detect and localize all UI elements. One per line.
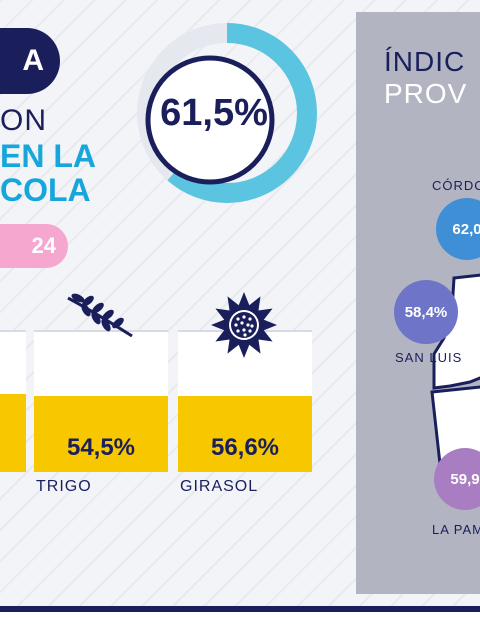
headline-line-2: EN LA xyxy=(0,138,96,174)
header-pill-text: A xyxy=(22,44,44,77)
crop-value-girasol: 56,6% xyxy=(210,434,280,461)
footer-bar xyxy=(0,606,480,613)
province-label-la-pampa: LA PAM xyxy=(432,522,480,537)
year-pill: 24 xyxy=(0,224,68,268)
year-pill-text: 24 xyxy=(31,233,56,258)
province-bubble-san-luis: 58,4% xyxy=(394,280,458,344)
crop-fill-1 xyxy=(0,394,26,472)
province-value-la-pampa: 59,9 xyxy=(450,470,480,488)
donut-chart xyxy=(137,23,317,203)
donut-arc xyxy=(137,23,317,203)
provinces-map xyxy=(430,273,480,474)
province-label-cordoba: CÓRDO xyxy=(432,178,480,193)
province-bubble-cordoba: 62,0 xyxy=(436,198,480,260)
crop-label-trigo: TRIGO xyxy=(36,478,92,495)
crop-card-trigo: 54,5% xyxy=(34,330,168,472)
headline-line-1: ON xyxy=(0,104,47,137)
crop-label-girasol: GIRASOL xyxy=(180,478,259,495)
footer xyxy=(0,612,480,640)
province-bubble-la-pampa: 59,9 xyxy=(434,448,480,510)
donut-inner-circle xyxy=(145,55,275,185)
province-value-cordoba: 62,0 xyxy=(452,220,480,238)
sunflower-icon xyxy=(211,292,277,358)
headline-line-3: COLA xyxy=(0,172,91,208)
crop-card-1 xyxy=(0,330,26,472)
province-label-san-luis: SAN LUIS xyxy=(395,350,463,365)
provinces-title-line-1: ÍNDIC xyxy=(384,46,466,77)
donut-value: 61,5% xyxy=(160,91,268,134)
wheat-icon xyxy=(67,293,133,338)
crop-fill-girasol xyxy=(178,396,312,472)
crop-value-trigo: 54,5% xyxy=(66,434,136,461)
crop-fill-trigo xyxy=(34,396,168,472)
province-value-san-luis: 58,4% xyxy=(404,303,448,321)
header-pill: A xyxy=(0,28,60,94)
provinces-title-line-2: PROV xyxy=(384,78,468,109)
